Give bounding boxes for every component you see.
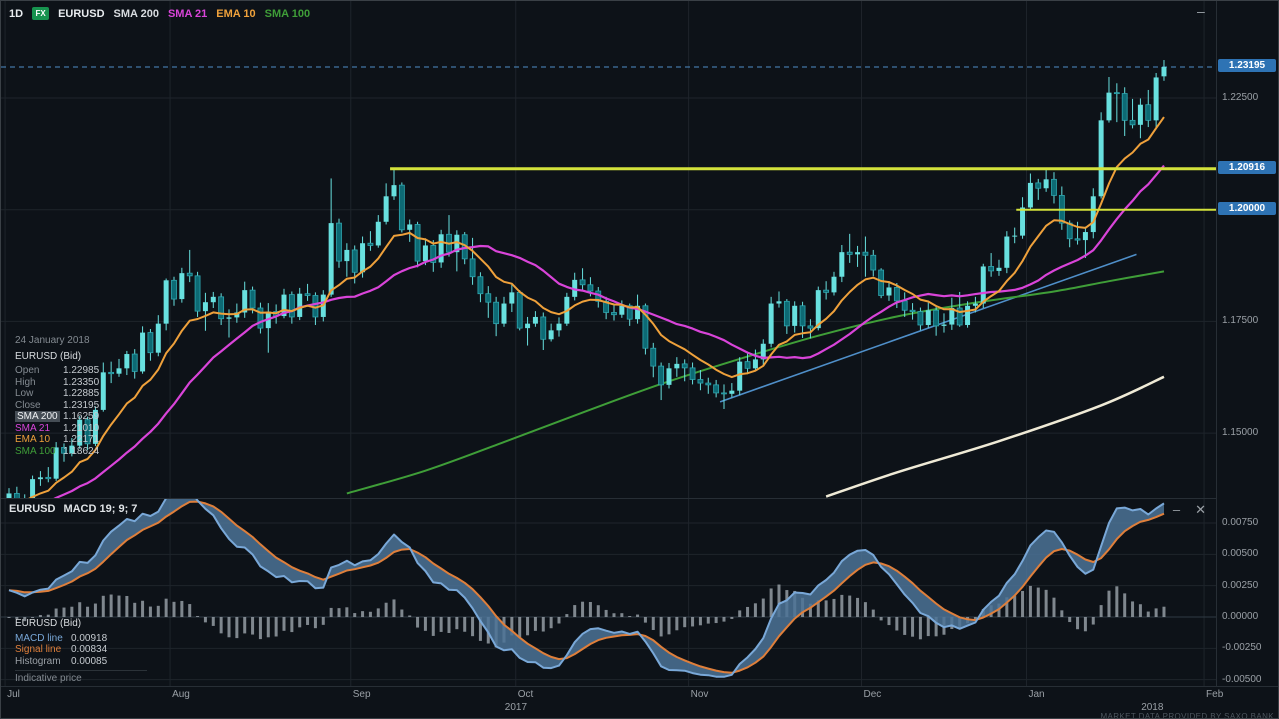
low-label: Low [15, 388, 34, 399]
macd-indicator-name[interactable]: MACD 19; 9; 7 [63, 503, 138, 515]
symbol-label[interactable]: EURUSD [58, 7, 105, 20]
open-value: 1.22985 [63, 365, 100, 376]
macd-grid [1, 498, 1216, 686]
ema10-line[interactable] [9, 116, 1165, 498]
panel-divider[interactable] [1, 498, 1216, 499]
histogram-value: 0.00085 [71, 655, 108, 667]
sma21-tooltip-label[interactable]: SMA 21 [15, 422, 51, 434]
year-axis-row: 2017 2018 [1, 701, 1278, 715]
macd-tooltip: EURUSD (Bid) MACD line 0.00918 Signal lin… [15, 618, 147, 685]
legend-item-sma200[interactable]: SMA 200 [113, 7, 159, 20]
signal-line-label: Signal line [15, 644, 62, 655]
ema10-tooltip-value: 1.22171 [63, 434, 100, 445]
sma200-tooltip-value: 1.16259 [63, 411, 100, 422]
macd-line-label: MACD line [15, 632, 63, 644]
close-value: 1.23195 [63, 399, 100, 411]
macd-axis-label: 0.00750 [1222, 516, 1259, 528]
current-price-chip[interactable]: 1.23195 [1218, 58, 1276, 72]
trendline-annotation[interactable] [719, 253, 1137, 403]
sma100-tooltip-label[interactable]: SMA 100 [15, 445, 56, 457]
signal-line-value: 0.00834 [71, 644, 108, 655]
month-axis-label: Dec [863, 689, 882, 700]
month-axis-label: Jan [1028, 689, 1045, 700]
fx-instrument-badge: FX [32, 7, 50, 20]
tooltip-title: EURUSD (Bid) [15, 350, 82, 362]
year-axis-label: 2017 [504, 702, 528, 713]
low-value: 1.22885 [63, 388, 100, 399]
macd-symbol: EURUSD [9, 503, 56, 515]
ohlc-tooltip: 24 January 2018 EURUSD (Bid) Open 1.22985… [15, 335, 99, 457]
indicative-price-note: Indicative price [15, 670, 147, 685]
ema10-tooltip-label[interactable]: EMA 10 [15, 434, 51, 445]
macd-line-value: 0.00918 [71, 632, 108, 644]
time-axis[interactable]: Jul Aug Sep Oct Nov Dec Jan Feb [1, 686, 1278, 701]
year-axis-label: 2018 [1141, 702, 1164, 713]
chart-legend: 1D FX EURUSD SMA 200 SMA 21 EMA 10 SMA 1… [9, 7, 310, 20]
macd-axis-label: 0.00250 [1222, 579, 1259, 591]
macd-chart-canvas[interactable] [1, 498, 1216, 686]
macd-minimize-icon[interactable]: – [1172, 502, 1181, 517]
macd-plot-area [1, 498, 1216, 686]
macd-line[interactable] [8, 498, 1165, 678]
histogram-label: Histogram [15, 655, 61, 667]
macd-axis-label: -0.00500 [1222, 673, 1262, 685]
macd-panel-header: EURUSD MACD 19; 9; 7 – ✕ [1, 499, 1216, 519]
price-plot-area [1, 1, 1216, 498]
legend-item-sma100[interactable]: SMA 100 [264, 7, 311, 20]
candles-group[interactable] [6, 60, 1167, 498]
sma100-tooltip-value: 1.18624 [63, 445, 100, 457]
month-axis-label: Jul [7, 689, 20, 700]
sma200-line[interactable] [825, 375, 1165, 498]
month-axis-label: Oct [517, 689, 534, 700]
price-axis-label: 1.15000 [1222, 427, 1259, 439]
data-provider-watermark: MARKET DATA PROVIDED BY SAXO BANK [1100, 712, 1274, 719]
price-level-chip[interactable]: 1.20000 [1218, 201, 1276, 215]
macd-axis-label: 0.00000 [1222, 610, 1259, 622]
price-level-chip[interactable]: 1.20916 [1218, 160, 1276, 174]
sma21-tooltip-value: 1.21010 [63, 422, 100, 434]
month-axis-label: Nov [690, 689, 709, 700]
month-axis-label: Feb [1206, 689, 1224, 700]
macd-axis-label: 0.00500 [1222, 548, 1259, 560]
high-label: High [15, 376, 36, 388]
price-chart-canvas[interactable] [1, 1, 1216, 498]
signal-line[interactable] [8, 500, 1165, 674]
price-axis[interactable]: 1.22500 1.17500 1.15000 0.00750 0.00500 0.002… [1216, 1, 1278, 686]
sma21-line[interactable] [9, 164, 1165, 498]
macd-tooltip-title: EURUSD (Bid) [15, 618, 82, 629]
macd-signal-ribbon [9, 498, 1164, 677]
macd-axis-label: -0.00250 [1222, 642, 1262, 654]
timeframe-label[interactable]: 1D [9, 7, 24, 20]
macd-close-icon[interactable]: ✕ [1195, 502, 1206, 517]
close-label: Close [15, 399, 41, 411]
tooltip-date: 24 January 2018 [15, 335, 90, 346]
legend-item-ema10[interactable]: EMA 10 [216, 7, 256, 20]
month-axis-label: Aug [172, 689, 190, 700]
open-label: Open [15, 365, 40, 376]
high-value: 1.23350 [63, 376, 100, 388]
month-axis-label: Sep [352, 689, 371, 700]
minimize-chart-icon[interactable]: – [1197, 3, 1205, 19]
price-grid [1, 1, 1216, 498]
sma200-tooltip-label[interactable]: SMA 200 [15, 411, 60, 422]
sma100-line[interactable] [346, 270, 1165, 495]
price-axis-label: 1.17500 [1222, 315, 1259, 327]
legend-item-sma21[interactable]: SMA 21 [167, 7, 208, 20]
macd-panel-title: EURUSD MACD 19; 9; 7 [9, 503, 137, 515]
price-axis-label: 1.22500 [1222, 92, 1259, 103]
